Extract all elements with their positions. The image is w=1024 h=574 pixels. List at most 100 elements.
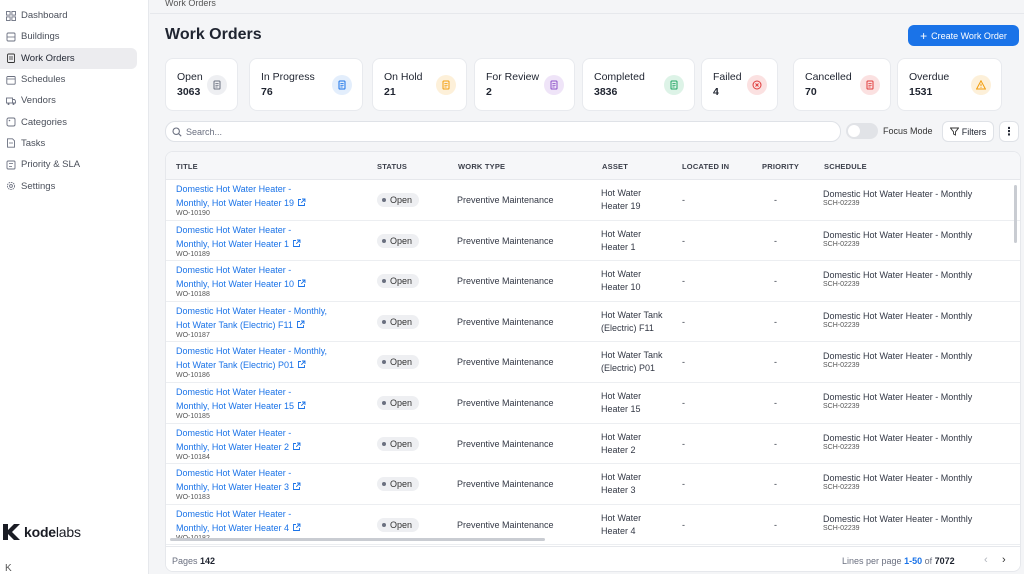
- stat-value: 21: [384, 86, 396, 98]
- column-header-work-type[interactable]: WORK TYPE: [458, 162, 506, 171]
- column-header-priority[interactable]: PRIORITY: [762, 162, 800, 171]
- work-order-title-link[interactable]: Domestic Hot Water Heater - Monthly, Hot …: [176, 346, 328, 371]
- work-order-title-link[interactable]: Domestic Hot Water Heater - Monthly, Hot …: [176, 223, 356, 251]
- work-order-title-link[interactable]: Domestic Hot Water Heater - Monthly, Hot …: [176, 182, 356, 210]
- work-order-title-link[interactable]: Domestic Hot Water Heater - Monthly, Hot …: [176, 507, 356, 535]
- external-link-icon[interactable]: [292, 442, 301, 451]
- table-row[interactable]: Domestic Hot Water Heater - Monthly, Hot …: [166, 221, 1020, 262]
- column-header-asset[interactable]: ASSET: [602, 162, 629, 171]
- lines-per-page[interactable]: Lines per page 1-50 of 7072: [842, 556, 955, 566]
- sidebar-item-categories[interactable]: Categories: [0, 111, 137, 132]
- stat-label: Cancelled: [805, 71, 852, 83]
- table-row[interactable]: Domestic Hot Water Heater - Monthly, Hot …: [166, 424, 1020, 465]
- create-work-order-button[interactable]: + Create Work Order: [908, 25, 1019, 46]
- table-row[interactable]: Domestic Hot Water Heater - Monthly, Hot …: [166, 383, 1020, 424]
- external-link-icon[interactable]: [297, 198, 306, 207]
- table-row[interactable]: Domestic Hot Water Heater - Monthly, Hot …: [166, 302, 1020, 343]
- table-row[interactable]: Domestic Hot Water Heater - Monthly, Hot …: [166, 180, 1020, 221]
- schedule-cell: Domestic Hot Water Heater - Monthly SCH-0…: [823, 189, 973, 207]
- vertical-scrollbar[interactable]: [1014, 185, 1017, 243]
- work-order-title-link[interactable]: Domestic Hot Water Heater - Monthly, Hot …: [176, 466, 356, 494]
- more-options-button[interactable]: ⋮: [999, 121, 1019, 142]
- located-in-cell: -: [682, 438, 685, 449]
- work-type-cell: Preventive Maintenance: [457, 519, 554, 530]
- table-row[interactable]: Domestic Hot Water Heater - Monthly, Hot …: [166, 464, 1020, 505]
- column-header-schedule[interactable]: SCHEDULE: [824, 162, 867, 171]
- priority-cell: -: [774, 519, 777, 530]
- work-order-title-link[interactable]: Domestic Hot Water Heater - Monthly, Hot …: [176, 385, 356, 413]
- status-dot-icon: [382, 441, 386, 446]
- sidebar-item-tasks[interactable]: Tasks: [0, 133, 137, 154]
- stat-label: In Progress: [261, 71, 315, 83]
- schedule-cell: Domestic Hot Water Heater - Monthly SCH-0…: [823, 513, 973, 532]
- main-content: Work Orders Work Orders + Create Work Or…: [150, 0, 1024, 574]
- doc-icon: [436, 75, 456, 95]
- table-row[interactable]: Domestic Hot Water Heater - Monthly, Hot …: [166, 261, 1020, 302]
- previous-page-button[interactable]: ‹: [984, 554, 988, 566]
- sidebar-item-label: Schedules: [21, 74, 66, 86]
- sidebar-nav: Dashboard Buildings Work Orders Schedules Ve…: [0, 0, 148, 197]
- stat-label: Overdue: [909, 71, 950, 83]
- collapse-sidebar-button[interactable]: K: [5, 563, 12, 574]
- external-link-icon[interactable]: [297, 360, 306, 369]
- kodelabs-logo: kodelabs: [0, 521, 81, 543]
- sidebar-item-buildings[interactable]: Buildings: [0, 26, 137, 47]
- external-link-icon[interactable]: [296, 320, 305, 329]
- horizontal-scrollbar[interactable]: [170, 538, 545, 541]
- sidebar-item-dashboard[interactable]: Dashboard: [0, 5, 137, 26]
- external-link-icon[interactable]: [292, 523, 301, 532]
- stat-card-on-hold[interactable]: On Hold 21: [372, 58, 467, 111]
- column-header-located-in[interactable]: LOCATED IN: [682, 162, 730, 171]
- logo-mark-icon: [3, 524, 20, 540]
- sidebar-item-work-orders[interactable]: Work Orders: [0, 47, 137, 69]
- breadcrumb[interactable]: Work Orders: [165, 0, 216, 8]
- focus-mode-toggle[interactable]: [846, 123, 878, 139]
- priority-icon: [6, 160, 16, 170]
- sidebar-item-label: Priority & SLA: [21, 159, 81, 171]
- building-icon: [6, 32, 16, 42]
- sidebar: Dashboard Buildings Work Orders Schedules Ve…: [0, 0, 149, 574]
- priority-cell: -: [774, 398, 777, 408]
- external-link-icon[interactable]: [297, 279, 306, 288]
- sidebar-item-label: Buildings: [21, 31, 60, 43]
- status-badge: Open: [377, 477, 420, 492]
- sidebar-item-priority-sla[interactable]: Priority & SLA: [0, 154, 137, 175]
- sidebar-item-settings[interactable]: Settings: [0, 175, 137, 196]
- external-link-icon[interactable]: [292, 239, 301, 248]
- doc-icon: [207, 75, 227, 95]
- stat-card-for-review[interactable]: For Review 2: [474, 58, 575, 111]
- stat-card-overdue[interactable]: Overdue 1531: [897, 58, 1002, 111]
- external-link-icon[interactable]: [292, 482, 301, 491]
- work-order-title-link[interactable]: Domestic Hot Water Heater - Monthly, Hot …: [176, 426, 356, 454]
- stat-card-cancelled[interactable]: Cancelled 70: [793, 58, 891, 111]
- search-input[interactable]: [186, 126, 786, 137]
- schedule-cell: Domestic Hot Water Heater - Monthly SCH-0…: [823, 270, 973, 289]
- column-header-status[interactable]: STATUS: [377, 162, 408, 171]
- sidebar-item-vendors[interactable]: Vendors: [0, 90, 137, 111]
- gear-icon: [6, 181, 16, 191]
- table-row[interactable]: Domestic Hot Water Heater - Monthly, Hot …: [166, 342, 1020, 383]
- stat-label: On Hold: [384, 71, 423, 83]
- status-badge: Open: [377, 355, 420, 370]
- stat-card-completed[interactable]: Completed 3836: [582, 58, 695, 111]
- column-header-title[interactable]: TITLE: [176, 162, 198, 171]
- schedule-cell: Domestic Hot Water Heater - Monthly SCH-0…: [823, 392, 973, 410]
- work-order-title-link[interactable]: Domestic Hot Water Heater - Monthly, Hot …: [176, 263, 356, 291]
- sidebar-item-schedules[interactable]: Schedules: [0, 69, 137, 90]
- filters-button[interactable]: Filters: [942, 121, 994, 142]
- external-link-icon[interactable]: [297, 401, 306, 410]
- asset-cell: Hot Water Tank (Electric) F11: [601, 309, 663, 333]
- stat-card-open[interactable]: Open 3063: [165, 58, 238, 111]
- priority-cell: -: [774, 438, 777, 449]
- priority-cell: -: [774, 479, 777, 490]
- asset-cell: Hot Water Tank (Electric) P01: [601, 350, 663, 374]
- tag-icon: [6, 117, 16, 127]
- work-type-cell: Preventive Maintenance: [457, 438, 554, 449]
- search-bar[interactable]: [165, 121, 841, 142]
- filters-label: Filters: [961, 126, 987, 137]
- stat-card-failed[interactable]: Failed 4: [701, 58, 778, 111]
- stat-card-in-progress[interactable]: In Progress 76: [249, 58, 363, 111]
- work-order-id: WO-10188: [176, 291, 210, 299]
- work-order-title-link[interactable]: Domestic Hot Water Heater - Monthly, Hot …: [176, 305, 328, 330]
- next-page-button[interactable]: ›: [1002, 554, 1006, 566]
